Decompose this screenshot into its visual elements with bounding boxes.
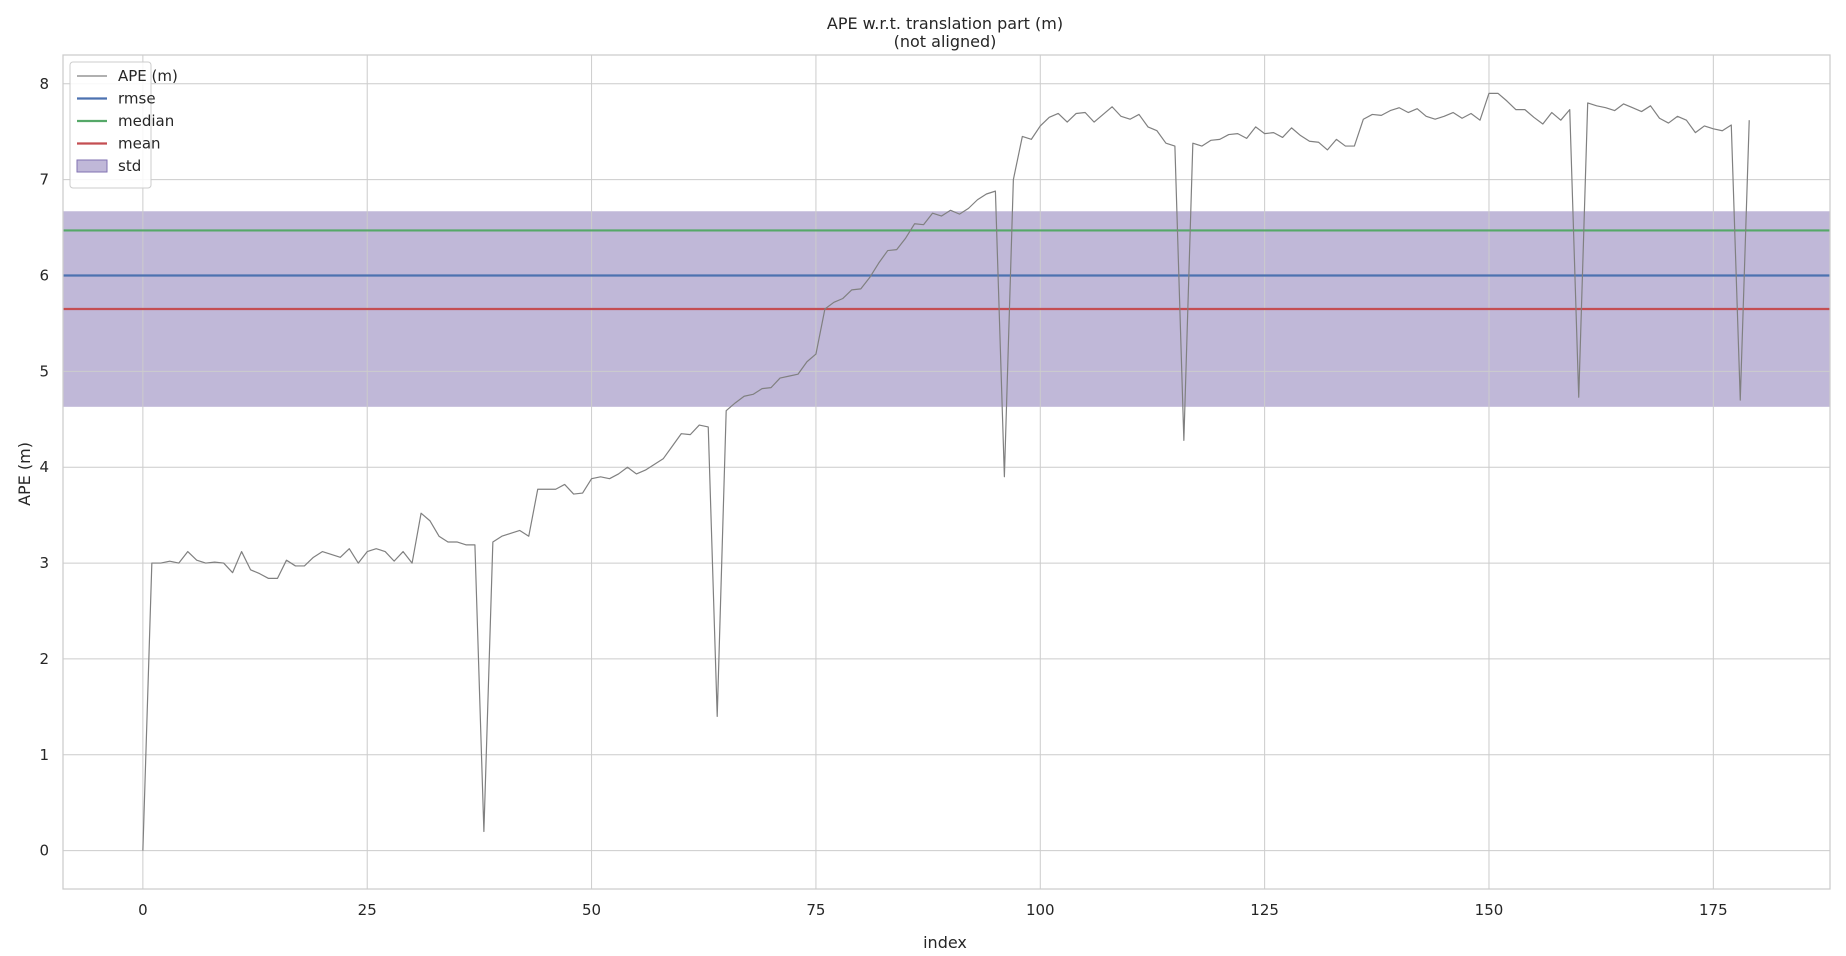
y-tick-label: 8 (39, 75, 49, 93)
legend: APE (m) rmse median mean std (69, 61, 178, 189)
y-tick-label: 3 (39, 554, 49, 572)
chart-subtitle: (not aligned) (894, 32, 997, 51)
chart-title: APE w.r.t. translation part (m) (827, 14, 1063, 33)
y-tick-label: 6 (39, 266, 49, 284)
y-tick-label: 5 (39, 362, 49, 380)
grid-layer (63, 55, 1830, 889)
x-tick-label: 25 (358, 901, 377, 919)
legend-label: APE (m) (118, 67, 178, 85)
y-tick-label: 2 (39, 650, 49, 668)
x-tick-label: 0 (138, 901, 148, 919)
stat-lines-layer (63, 229, 1830, 311)
y-tick-label: 7 (39, 171, 49, 189)
x-tick-label: 175 (1699, 901, 1728, 919)
ape-series-line (142, 92, 1750, 851)
y-tick-label: 0 (39, 842, 49, 860)
legend-label: median (118, 112, 174, 130)
x-axis-label: index (923, 933, 967, 952)
legend-swatch (76, 159, 108, 173)
x-tick-label: 100 (1026, 901, 1055, 919)
y-axis-label: APE (m) (15, 442, 34, 506)
plot-frame (62, 54, 1831, 890)
x-tick-label: 50 (582, 901, 601, 919)
y-tick-label: 4 (39, 458, 49, 476)
y-tick-label: 1 (39, 746, 49, 764)
legend-label: mean (118, 135, 161, 153)
x-tick-label: 125 (1250, 901, 1279, 919)
legend-label: rmse (118, 90, 156, 108)
legend-label: std (118, 157, 141, 175)
x-tick-label: 75 (806, 901, 825, 919)
tick-labels-layer: 0 25 50 75 100 125 150 175 0 1 2 3 4 5 6 7 8 (39, 75, 1727, 919)
series-layer (142, 92, 1750, 851)
legend-box (69, 61, 152, 189)
x-tick-label: 150 (1475, 901, 1504, 919)
